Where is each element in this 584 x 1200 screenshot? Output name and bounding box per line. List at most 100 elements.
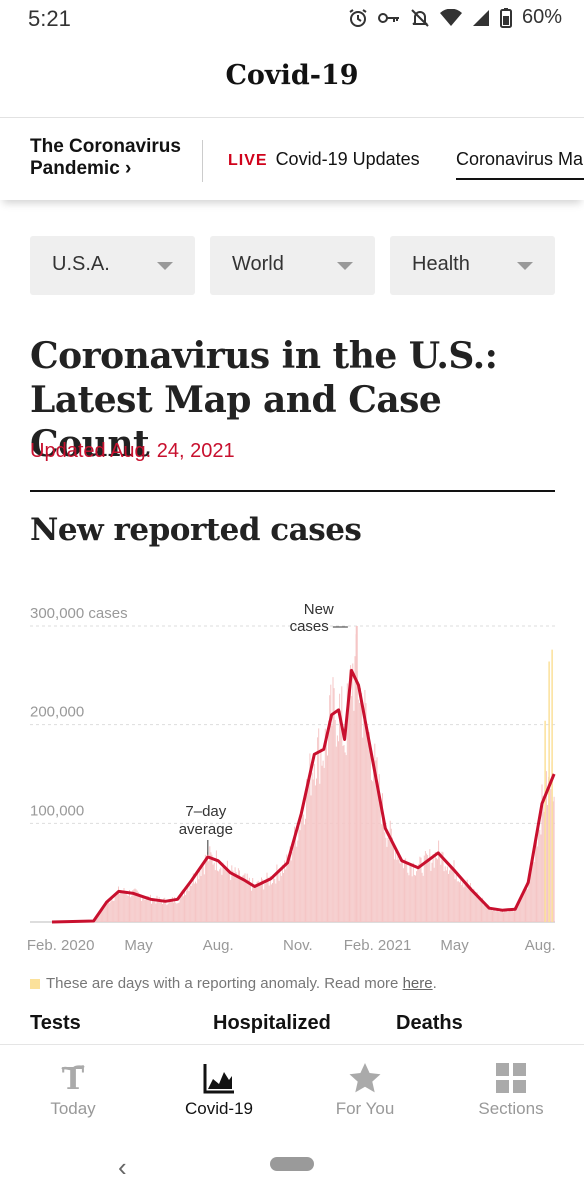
back-icon[interactable]: ‹	[118, 1152, 127, 1182]
daily-case-bar	[290, 860, 292, 922]
chevron-down-icon	[157, 262, 173, 270]
daily-case-bar	[394, 859, 396, 922]
daily-case-bar	[267, 877, 269, 922]
daily-case-bar	[517, 906, 519, 922]
daily-case-bar	[289, 846, 291, 922]
daily-case-bar	[353, 710, 355, 922]
daily-case-bar	[278, 880, 280, 922]
tab-sections[interactable]: Sections	[438, 1045, 584, 1131]
app-bar: Covid-19	[0, 40, 584, 118]
daily-case-bar	[365, 703, 367, 922]
daily-case-bar	[212, 864, 214, 922]
daily-case-bar	[507, 912, 509, 922]
daily-case-bar	[301, 811, 303, 922]
daily-case-bar	[215, 850, 217, 922]
pandemic-hub-link[interactable]: The Coronavirus Pandemic ›	[30, 136, 181, 179]
daily-case-bar	[126, 895, 128, 922]
daily-case-bar	[97, 916, 99, 922]
daily-case-bar	[176, 903, 178, 922]
daily-case-bar	[291, 852, 293, 922]
x-tick-label: May	[124, 937, 153, 954]
daily-case-bar	[545, 771, 547, 922]
live-updates-label: Covid-19 Updates	[275, 149, 420, 169]
daily-case-bar	[417, 868, 419, 922]
world-dropdown[interactable]: World	[210, 236, 375, 295]
daily-case-bar	[440, 864, 442, 922]
daily-case-bar	[174, 896, 176, 922]
daily-case-bar	[306, 779, 308, 922]
daily-case-bar	[523, 892, 525, 922]
nyt-logo-icon: T	[56, 1061, 90, 1097]
daily-case-bar	[130, 897, 132, 922]
daily-case-bar	[426, 853, 427, 922]
daily-case-bar	[384, 832, 386, 922]
daily-case-bar	[538, 824, 540, 922]
tab-today[interactable]: T Today	[0, 1045, 146, 1131]
daily-case-bar	[431, 862, 433, 922]
daily-case-bar	[368, 732, 370, 922]
daily-case-bar	[209, 846, 211, 922]
daily-case-bar	[376, 757, 378, 922]
daily-case-bar	[393, 842, 394, 922]
daily-case-bar	[505, 910, 507, 922]
daily-case-bar	[441, 851, 443, 922]
tab-covid-19[interactable]: Covid-19	[146, 1045, 292, 1131]
daily-case-bar	[525, 890, 526, 922]
y-tick-label: 300,000 cases	[30, 605, 128, 622]
daily-case-bar	[229, 873, 231, 922]
read-more-link[interactable]: here	[402, 975, 433, 992]
daily-case-bar	[180, 891, 182, 922]
daily-case-bar	[111, 898, 113, 922]
daily-case-bar	[485, 904, 487, 922]
daily-case-bar	[258, 884, 260, 922]
daily-case-bar	[157, 900, 159, 922]
daily-case-bar	[344, 752, 346, 922]
daily-case-bar	[500, 908, 502, 922]
daily-case-bar	[221, 874, 223, 922]
tab-for-you[interactable]: For You	[292, 1045, 438, 1131]
annotation-seven-day-average: 7–day	[185, 803, 226, 820]
daily-case-bar	[231, 865, 233, 922]
daily-case-bar	[460, 880, 462, 922]
daily-case-bar	[277, 872, 279, 922]
chart-heading: New reported cases	[30, 512, 362, 548]
home-pill[interactable]	[270, 1157, 314, 1171]
daily-case-bar	[292, 846, 294, 922]
article-headline: Coronavirus in the U.S.: Latest Map and …	[30, 335, 498, 465]
world-dropdown-label: World	[232, 253, 284, 275]
daily-case-bar	[154, 900, 156, 922]
daily-case-bar	[320, 748, 322, 922]
daily-case-bar	[153, 898, 155, 922]
daily-case-bar	[521, 893, 523, 922]
daily-case-bar	[396, 859, 398, 922]
daily-case-bar	[542, 796, 544, 922]
daily-case-bar	[114, 895, 116, 922]
daily-case-bar	[464, 883, 466, 922]
daily-case-bar	[547, 805, 548, 922]
usa-dropdown[interactable]: U.S.A.	[30, 236, 195, 295]
daily-case-bar	[162, 903, 163, 922]
health-dropdown[interactable]: Health	[390, 236, 555, 295]
live-updates-link[interactable]: LIVE Covid-19 Updates	[228, 149, 420, 170]
daily-case-bar	[295, 833, 297, 922]
daily-case-bar	[552, 801, 554, 922]
wifi-icon	[439, 8, 462, 27]
daily-case-bar	[144, 899, 146, 922]
daily-case-bar	[264, 883, 266, 922]
daily-case-bar	[294, 826, 295, 922]
daily-case-bar	[167, 903, 169, 922]
daily-case-bar	[484, 903, 486, 922]
daily-case-bar	[399, 863, 401, 922]
daily-case-bar	[230, 880, 232, 922]
daily-case-bar	[486, 907, 488, 922]
daily-case-bar	[232, 870, 234, 922]
daily-case-bar	[497, 910, 499, 922]
daily-case-bar	[424, 851, 426, 922]
daily-case-bar	[329, 695, 331, 922]
daily-case-bar	[246, 873, 248, 922]
coronavirus-maps-link[interactable]: Coronavirus Maps	[456, 149, 584, 180]
daily-case-bar	[413, 874, 415, 922]
daily-case-bar	[245, 880, 247, 922]
daily-case-bar	[219, 869, 221, 922]
